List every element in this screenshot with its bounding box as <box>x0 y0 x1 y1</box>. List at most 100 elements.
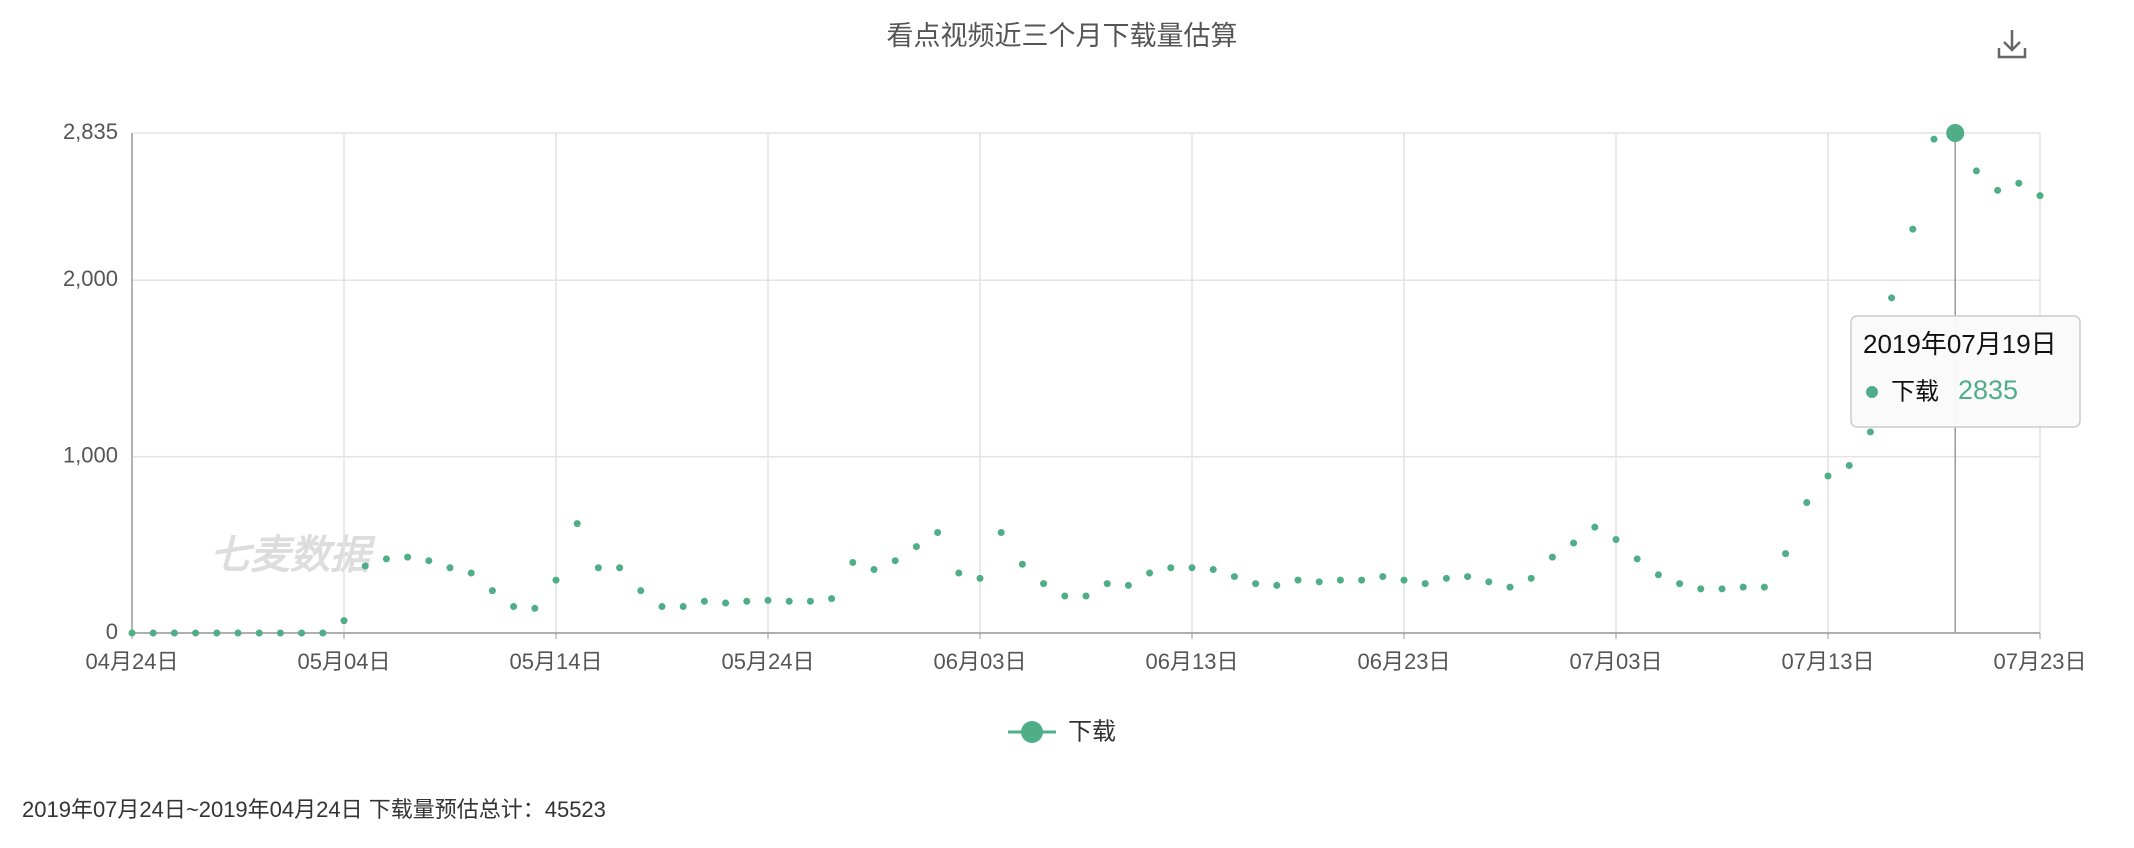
point <box>488 587 496 595</box>
x-tick-label: 06月23日 <box>1358 649 1451 674</box>
point <box>1994 186 2002 194</box>
point <box>510 603 518 611</box>
point <box>1230 573 1238 581</box>
point <box>679 603 687 611</box>
point <box>1946 124 1965 142</box>
point <box>425 557 433 565</box>
point <box>1548 553 1556 561</box>
x-tick-label: 05月24日 <box>722 649 815 674</box>
point <box>1527 574 1535 582</box>
point <box>1294 576 1302 584</box>
point <box>1336 576 1344 584</box>
point <box>1803 498 1811 506</box>
x-tick-label: 04月24日 <box>86 649 179 674</box>
point <box>870 566 878 574</box>
point <box>446 564 454 572</box>
point <box>213 629 221 637</box>
point <box>1782 550 1790 558</box>
point <box>1061 592 1069 600</box>
point <box>1612 536 1620 544</box>
point <box>637 587 645 595</box>
point <box>149 629 157 637</box>
watermark: 七麦数据 <box>210 534 376 578</box>
point <box>552 576 560 584</box>
point <box>1972 167 1980 175</box>
point <box>2015 179 2023 187</box>
tooltip-series: 下载 <box>1891 378 1939 405</box>
point <box>849 558 857 566</box>
point <box>1188 564 1196 572</box>
y-tick-label: 0 <box>106 619 118 644</box>
point <box>1273 581 1281 589</box>
point <box>1379 573 1387 581</box>
point <box>319 629 327 637</box>
point <box>1570 539 1578 547</box>
point <box>298 629 306 637</box>
point <box>1400 576 1408 584</box>
point <box>170 629 178 637</box>
point <box>1506 583 1514 591</box>
point <box>616 564 624 572</box>
point <box>1124 581 1132 589</box>
download-button[interactable] <box>1997 30 2027 59</box>
point <box>1485 578 1493 586</box>
point <box>1591 523 1599 531</box>
legend-marker <box>1021 721 1043 743</box>
x-tick-label: 06月13日 <box>1146 649 1239 674</box>
point <box>1739 583 1747 591</box>
point <box>1358 576 1366 584</box>
point <box>1018 560 1026 568</box>
point <box>404 553 412 561</box>
point <box>382 555 390 563</box>
download-icon[interactable] <box>1997 30 2027 59</box>
chart-title: 看点视频近三个月下载量估算 <box>887 21 1238 51</box>
point <box>1421 580 1429 588</box>
point <box>1930 135 1938 143</box>
point <box>658 603 666 611</box>
point <box>1040 580 1048 588</box>
point <box>1315 578 1323 586</box>
point <box>891 557 899 565</box>
point <box>1464 573 1472 581</box>
point <box>722 599 730 607</box>
x-tick-label: 07月13日 <box>1782 649 1875 674</box>
point <box>1909 225 1917 233</box>
legend-label: 下载 <box>1068 718 1116 745</box>
point <box>828 595 836 603</box>
point <box>1718 585 1726 593</box>
point <box>255 629 263 637</box>
point <box>1866 428 1874 436</box>
point <box>594 564 602 572</box>
point <box>1252 580 1260 588</box>
tooltip-value: 2835 <box>1958 375 2018 405</box>
point <box>1654 571 1662 579</box>
point <box>467 569 475 577</box>
tooltip-marker <box>1866 386 1878 398</box>
point <box>1888 294 1896 302</box>
point <box>1633 555 1641 563</box>
point <box>234 629 242 637</box>
point <box>573 520 581 528</box>
point <box>1760 583 1768 591</box>
point <box>2036 192 2044 200</box>
point <box>276 629 284 637</box>
y-tick-label: 1,000 <box>63 442 118 467</box>
tooltip-title: 2019年07月19日 <box>1863 329 2057 359</box>
point <box>1146 569 1154 577</box>
x-tick-label: 05月04日 <box>298 649 391 674</box>
point <box>976 574 984 582</box>
y-tick-label: 2,835 <box>63 119 118 144</box>
point <box>1697 585 1705 593</box>
point <box>785 597 793 605</box>
point <box>1082 592 1090 600</box>
point <box>531 604 539 612</box>
y-tick-label: 2,000 <box>63 266 118 291</box>
x-tick-label: 07月03日 <box>1570 649 1663 674</box>
point <box>1676 580 1684 588</box>
point <box>912 543 920 551</box>
point <box>1103 580 1111 588</box>
point <box>1167 564 1175 572</box>
footer: 2019年07月24日~2019年04月24日 下载量预估总计：45523 <box>22 797 606 822</box>
point <box>806 597 814 605</box>
